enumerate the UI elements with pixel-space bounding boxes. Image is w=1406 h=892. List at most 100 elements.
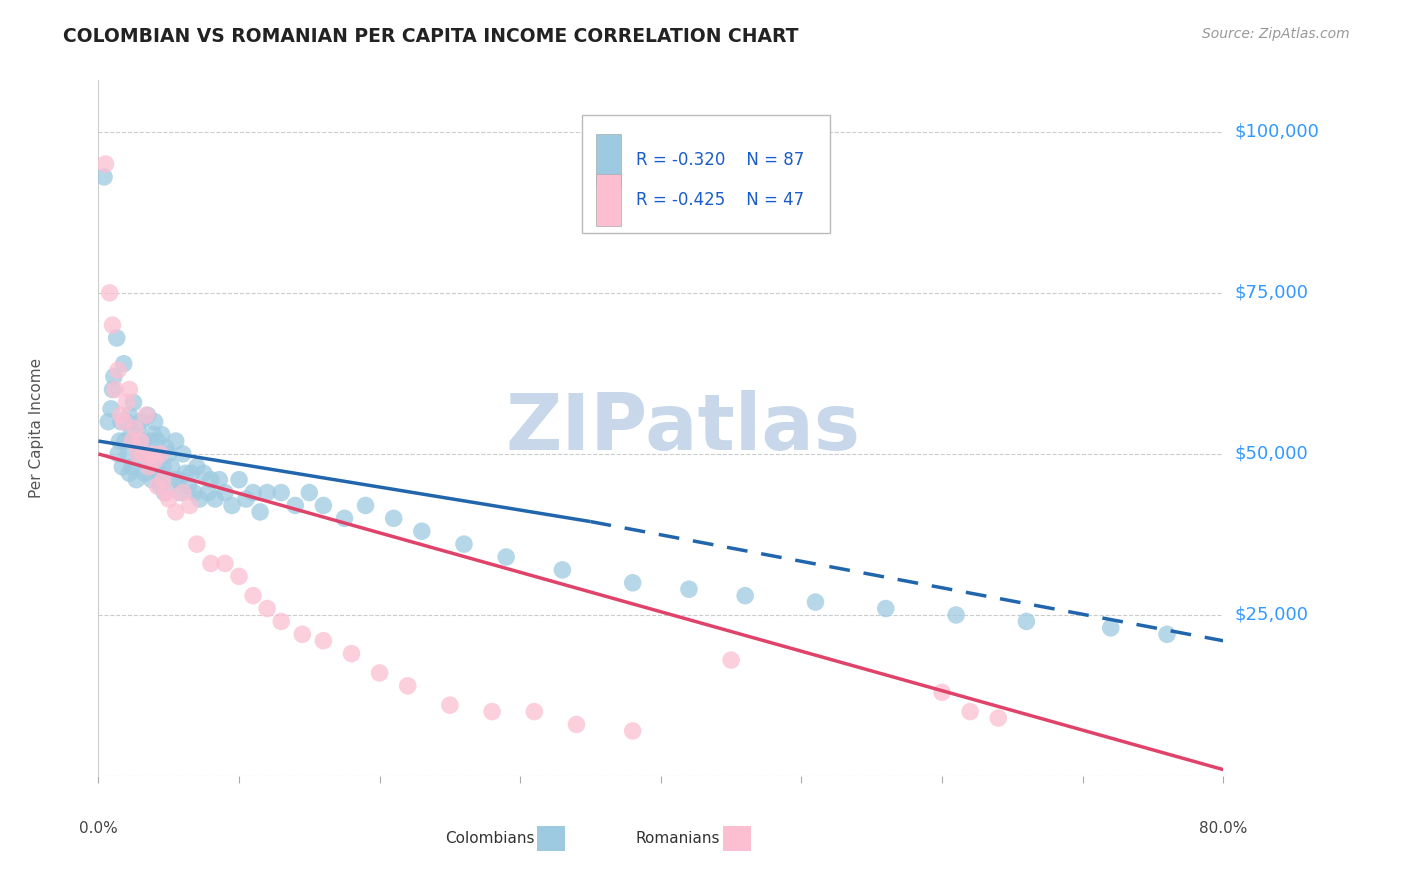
Point	[148, 467, 170, 481]
Bar	[723, 827, 751, 851]
Point	[101, 383, 124, 397]
Point	[172, 485, 194, 500]
Point	[235, 491, 257, 506]
Text: $50,000: $50,000	[1234, 445, 1308, 463]
Point	[124, 421, 146, 435]
Point	[931, 685, 953, 699]
Point	[204, 491, 226, 506]
Point	[121, 459, 143, 474]
Point	[152, 473, 174, 487]
Point	[118, 409, 141, 423]
Point	[312, 633, 335, 648]
Point	[228, 569, 250, 583]
Point	[256, 601, 278, 615]
Point	[221, 499, 243, 513]
Point	[270, 485, 292, 500]
Point	[453, 537, 475, 551]
Point	[270, 615, 292, 629]
Point	[105, 331, 128, 345]
Point	[150, 427, 173, 442]
Point	[127, 421, 149, 435]
Point	[333, 511, 356, 525]
Point	[249, 505, 271, 519]
Point	[155, 441, 177, 455]
Point	[495, 549, 517, 564]
Point	[127, 447, 149, 461]
Point	[523, 705, 546, 719]
Point	[124, 434, 146, 448]
Point	[135, 447, 157, 461]
Point	[242, 589, 264, 603]
Point	[136, 409, 159, 423]
Point	[186, 459, 208, 474]
Point	[104, 383, 127, 397]
Point	[186, 537, 208, 551]
Text: ZIPatlas: ZIPatlas	[506, 390, 860, 467]
Point	[152, 459, 174, 474]
Point	[197, 485, 219, 500]
Point	[179, 499, 201, 513]
Point	[118, 467, 141, 481]
Text: Colombians: Colombians	[446, 831, 534, 847]
Point	[103, 369, 125, 384]
Point	[112, 357, 135, 371]
Text: $25,000: $25,000	[1234, 606, 1309, 624]
Text: Per Capita Income: Per Capita Income	[30, 358, 44, 499]
Point	[157, 447, 180, 461]
Point	[214, 557, 236, 571]
Point	[256, 485, 278, 500]
Point	[112, 415, 135, 429]
Point	[121, 434, 143, 448]
Point	[110, 415, 132, 429]
Point	[110, 409, 132, 423]
Point	[142, 427, 165, 442]
Point	[115, 415, 138, 429]
Point	[145, 459, 167, 474]
Point	[284, 499, 307, 513]
Point	[621, 575, 644, 590]
Point	[149, 447, 172, 461]
Text: COLOMBIAN VS ROMANIAN PER CAPITA INCOME CORRELATION CHART: COLOMBIAN VS ROMANIAN PER CAPITA INCOME …	[63, 27, 799, 45]
Point	[131, 453, 153, 467]
Point	[678, 582, 700, 597]
Point	[200, 473, 222, 487]
Point	[172, 447, 194, 461]
Point	[565, 717, 588, 731]
Point	[340, 647, 363, 661]
Point	[143, 453, 166, 467]
Point	[621, 723, 644, 738]
Point	[135, 409, 157, 423]
Point	[188, 491, 211, 506]
Point	[115, 395, 138, 409]
Point	[120, 427, 142, 442]
Bar	[596, 175, 621, 226]
Point	[312, 499, 335, 513]
Point	[439, 698, 461, 713]
Point	[128, 447, 150, 461]
Point	[298, 485, 321, 500]
Point	[125, 473, 148, 487]
Point	[875, 601, 897, 615]
Point	[108, 434, 131, 448]
Point	[149, 479, 172, 493]
Point	[1099, 621, 1122, 635]
Point	[163, 473, 186, 487]
Text: Source: ZipAtlas.com: Source: ZipAtlas.com	[1202, 27, 1350, 41]
Point	[157, 491, 180, 506]
Point	[101, 318, 124, 332]
Point	[143, 415, 166, 429]
Point	[214, 485, 236, 500]
Point	[177, 479, 200, 493]
Point	[183, 485, 205, 500]
Point	[228, 473, 250, 487]
Point	[107, 363, 129, 377]
Point	[100, 401, 122, 416]
Text: R = -0.320    N = 87: R = -0.320 N = 87	[636, 151, 804, 169]
Point	[165, 505, 187, 519]
Point	[959, 705, 981, 719]
Point	[174, 467, 197, 481]
Point	[200, 557, 222, 571]
Point	[114, 434, 136, 448]
Text: 80.0%: 80.0%	[1199, 822, 1247, 836]
Point	[111, 459, 134, 474]
